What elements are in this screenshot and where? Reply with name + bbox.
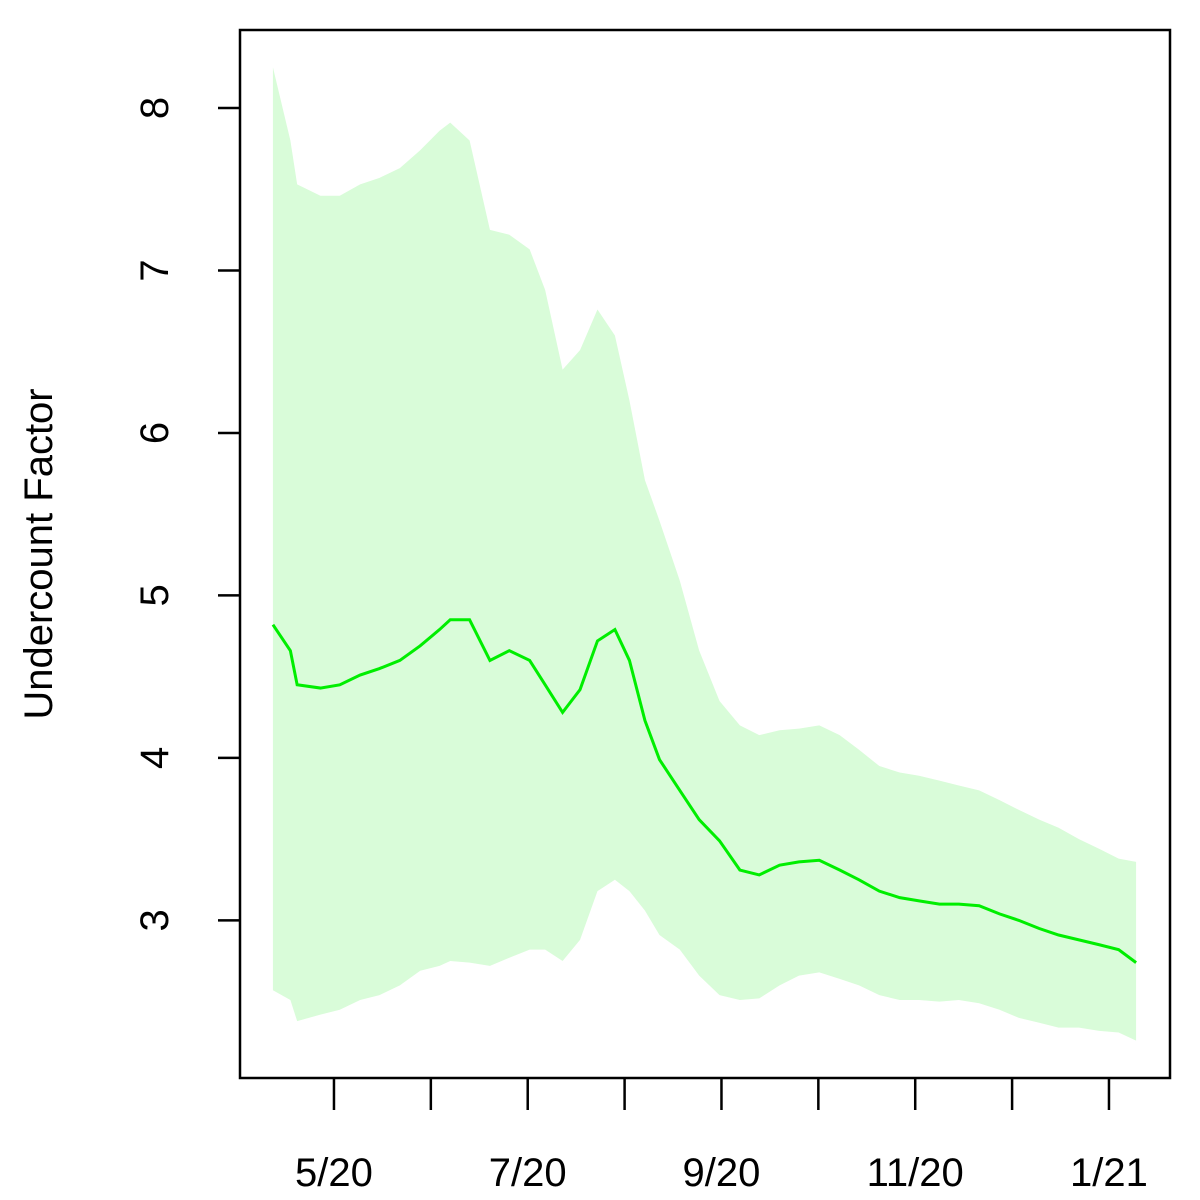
y-tick-label: 8 [133, 97, 177, 119]
x-tick-label: 1/21 [1070, 1151, 1148, 1195]
line [271, 618, 1137, 964]
y-tick-label: 4 [133, 747, 177, 769]
confidence-band [272, 67, 1137, 1041]
x-tick-label: 7/20 [489, 1151, 567, 1195]
y-tick-label: 5 [133, 584, 177, 606]
y-axis-label: Undercount Factor [17, 388, 61, 719]
x-tick-label: 11/20 [867, 1151, 964, 1195]
y-tick-label: 6 [133, 422, 177, 444]
y-tick-label: 3 [133, 909, 177, 931]
plot-frame [238, 28, 1172, 1080]
x-tick-label: 9/20 [683, 1151, 761, 1195]
y-tick-label: 7 [133, 259, 177, 281]
x-tick-label: 5/20 [295, 1151, 373, 1195]
